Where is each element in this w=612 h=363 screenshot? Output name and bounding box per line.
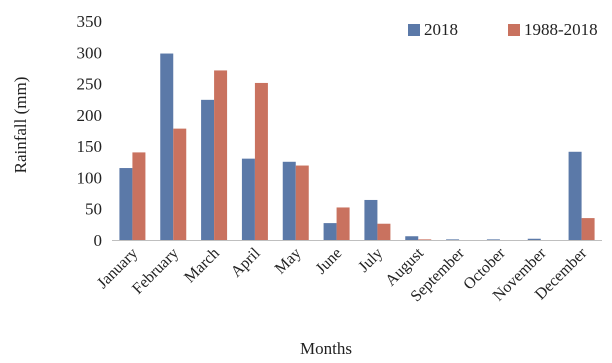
y-tick-label: 150	[77, 137, 103, 156]
y-tick-label: 100	[77, 168, 103, 187]
bar-2018-may	[282, 161, 296, 240]
bar-2018-april	[241, 158, 255, 240]
bar-1988-2018-august	[418, 239, 432, 240]
bar-1988-2018-january	[132, 152, 146, 240]
bar-2018-february	[160, 53, 174, 241]
bar-2018-july	[364, 199, 378, 240]
y-tick-label: 350	[77, 12, 103, 31]
bar-2018-march	[201, 99, 215, 240]
legend-label: 2018	[424, 20, 458, 39]
y-tick-label: 250	[77, 75, 103, 94]
y-tick-label: 300	[77, 43, 103, 62]
legend-label: 1988-2018	[524, 20, 598, 39]
x-tick-label: June	[313, 245, 346, 278]
bar-2018-december	[568, 151, 582, 240]
bar-1988-2018-march	[214, 70, 228, 240]
bar-2018-august	[405, 236, 419, 240]
legend-swatch-1988-2018	[508, 24, 520, 36]
y-axis-title: Rainfall (mm)	[11, 77, 30, 174]
bar-1988-2018-february	[173, 128, 187, 240]
bar-1988-2018-july	[377, 223, 391, 240]
y-tick-label: 200	[77, 106, 103, 125]
y-tick-label: 50	[85, 200, 102, 219]
x-axis-title: Months	[300, 339, 352, 358]
legend-swatch-2018	[408, 24, 420, 36]
x-tick-label: May	[272, 245, 305, 278]
bar-1988-2018-april	[254, 82, 268, 241]
x-tick-label: April	[228, 244, 264, 280]
y-tick-label: 0	[94, 231, 103, 250]
bar-2018-october	[486, 239, 500, 240]
bar-1988-2018-june	[336, 207, 350, 240]
bar-1988-2018-december	[581, 218, 595, 240]
bar-2018-november	[527, 238, 541, 240]
bar-2018-june	[323, 223, 337, 240]
bar-2018-january	[119, 168, 133, 240]
x-tick-label: July	[355, 245, 386, 276]
x-tick-label: March	[181, 245, 223, 287]
bar-2018-september	[446, 239, 460, 240]
bar-1988-2018-may	[295, 165, 309, 240]
